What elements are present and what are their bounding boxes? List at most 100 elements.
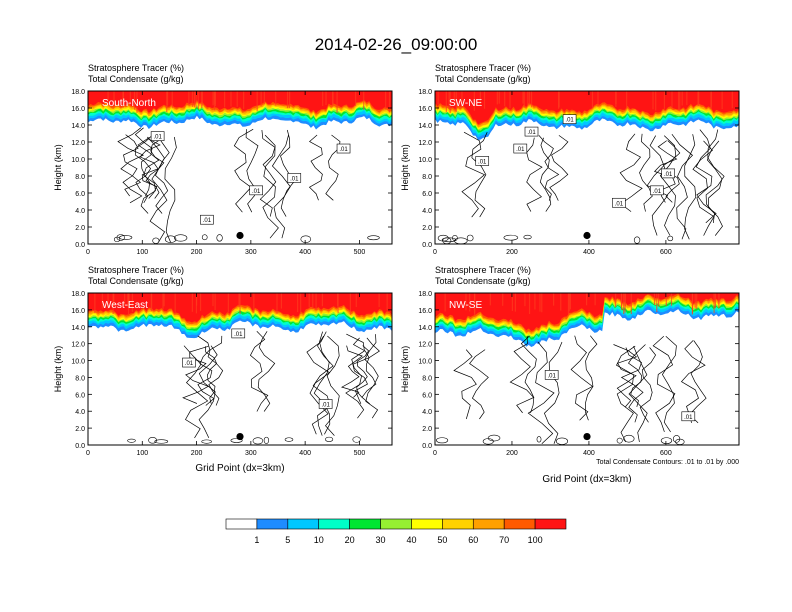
x-tick-label: 0: [433, 249, 437, 256]
condensate-contour: [284, 437, 294, 442]
contour-label-box: [544, 370, 559, 380]
condensate-contour: [652, 335, 676, 433]
panel-top-right: Stratosphere Tracer (%)Total Condensate …: [400, 63, 740, 256]
condensate-contour: [263, 436, 270, 444]
panel-bottom-right: Stratosphere Tracer (%)Total Condensate …: [400, 265, 740, 485]
condensate-contour: [113, 236, 121, 243]
panels-group: Stratosphere Tracer (%)Total Condensate …: [53, 63, 740, 485]
condensate-contour: [453, 349, 477, 420]
y-tick-label: 10.0: [418, 359, 432, 366]
condensate-contour: [695, 129, 717, 224]
colorbar-label: 40: [406, 535, 416, 545]
y-tick-label: 0.0: [75, 443, 85, 450]
panel-label: South-North: [102, 98, 156, 109]
y-tick-label: 8.0: [422, 375, 432, 382]
condensate-contour: [689, 340, 707, 424]
condensate-contour: [245, 129, 259, 213]
x-tick-label: 200: [506, 249, 518, 256]
condensate-contour: [549, 135, 569, 201]
tracer-field: [435, 293, 739, 445]
y-axis-label: Height (km): [53, 144, 63, 191]
condensate-contour: [585, 335, 598, 421]
condensate-contour: [308, 134, 323, 201]
x-tick-label: 200: [506, 450, 518, 457]
condensate-contour: [154, 439, 169, 444]
colorbar-label: 10: [314, 535, 324, 545]
condensate-contour: [174, 234, 188, 242]
contour-label: .01: [252, 189, 261, 195]
y-tick-label: 2.0: [75, 225, 85, 232]
x-tick-label: 200: [191, 450, 203, 457]
condensate-contour: [639, 347, 657, 423]
contour-label-box: [681, 411, 696, 422]
condensate-contour: [526, 137, 543, 212]
tracer-band-10: [88, 91, 392, 114]
condensate-contour: [539, 137, 552, 212]
condensate-contour: [197, 335, 215, 406]
colorbar-label: 50: [437, 535, 447, 545]
condensate-contour: [313, 331, 331, 435]
condensate-contour: [127, 438, 136, 443]
panel-title-line1: Stratosphere Tracer (%): [435, 63, 531, 73]
condensate-contour: [364, 334, 379, 419]
plot-frame: [434, 292, 740, 446]
colorbar-swatch: [411, 518, 443, 530]
panel-title-line2: Total Condensate (g/kg): [435, 74, 531, 84]
contour-label: .01: [615, 201, 624, 207]
condensate-contour: [325, 335, 340, 436]
contour-label: .01: [684, 415, 693, 421]
condensate-contour: [667, 235, 674, 242]
condensate-contour: [252, 437, 264, 445]
condensate-contour: [233, 128, 254, 213]
y-tick-label: 16.0: [71, 308, 85, 315]
x-tick-label: 200: [191, 249, 203, 256]
panel-title-line2: Total Condensate (g/kg): [88, 74, 184, 84]
panel-title-line1: Stratosphere Tracer (%): [88, 265, 184, 275]
y-tick-label: 10.0: [71, 359, 85, 366]
panel-bottom-left: Stratosphere Tracer (%)Total Condensate …: [53, 265, 393, 474]
y-tick-label: 12.0: [418, 342, 432, 349]
y-tick-label: 18.0: [418, 291, 432, 298]
contour-label-box: [231, 328, 246, 339]
y-axis-label: Height (km): [53, 346, 63, 393]
condensate-contour: [117, 127, 145, 197]
y-tick-label: 0.0: [422, 242, 432, 249]
contour-label: .01: [527, 130, 536, 136]
contour-label-box: [287, 173, 302, 183]
condensate-contour: [257, 331, 276, 412]
colorbar-swatch: [380, 518, 412, 530]
condensate-contour: [300, 235, 312, 243]
y-tick-label: 12.0: [71, 342, 85, 349]
x-tick-label: 300: [245, 450, 257, 457]
contour-label: .01: [547, 373, 556, 379]
contour-label: .01: [203, 218, 212, 224]
location-marker: [583, 231, 591, 240]
contour-label-box: [182, 357, 196, 368]
colorbar-label: 1: [254, 535, 259, 545]
condensate-contour: [164, 136, 177, 243]
condensate-contour: [312, 335, 334, 436]
condensate-contour: [536, 436, 542, 443]
contour-label: .01: [234, 332, 243, 338]
colorbar-swatch: [442, 518, 474, 530]
contour-label-box: [524, 126, 539, 137]
condensate-contour: [623, 434, 635, 443]
y-tick-label: 6.0: [75, 191, 85, 198]
y-tick-label: 2.0: [422, 426, 432, 433]
panel-top-left: Stratosphere Tracer (%)Total Condensate …: [53, 63, 393, 256]
y-tick-label: 4.0: [422, 409, 432, 416]
y-tick-label: 10.0: [71, 157, 85, 164]
x-tick-label: 600: [660, 450, 672, 457]
condensate-contour: [116, 234, 125, 241]
colorbar-swatch: [225, 518, 258, 530]
y-tick-label: 2.0: [422, 225, 432, 232]
condensate-contour: [619, 133, 643, 212]
colorbar-swatch: [472, 518, 505, 530]
condensate-contour: [341, 345, 363, 398]
y-tick-label: 18.0: [418, 89, 432, 96]
y-tick-label: 0.0: [75, 242, 85, 249]
condensate-contour: [671, 133, 694, 240]
condensate-contour: [137, 137, 160, 214]
condensate-contour: [122, 134, 143, 204]
